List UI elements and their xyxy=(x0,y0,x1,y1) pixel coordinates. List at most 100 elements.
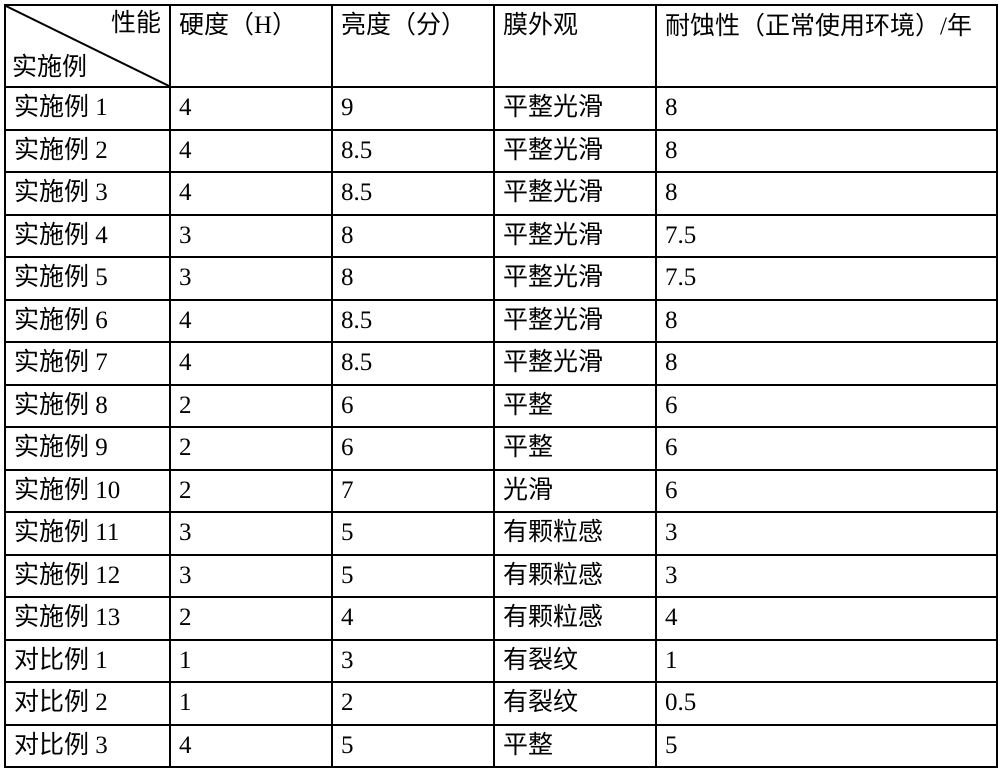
header-top-label: 性能 xyxy=(111,8,161,41)
table-row: 实施例 149平整光滑8 xyxy=(5,87,997,130)
row-label: 对比例 3 xyxy=(5,725,170,768)
row-label: 实施例 1 xyxy=(5,87,170,130)
row-label: 实施例 3 xyxy=(5,172,170,215)
table-row: 实施例 538平整光滑7.5 xyxy=(5,257,997,300)
table-row: 实施例 748.5平整光滑8 xyxy=(5,342,997,385)
column-header-hardness: 硬度（H） xyxy=(170,5,332,87)
cell-hardness: 4 xyxy=(170,172,332,215)
cell-hardness: 4 xyxy=(170,725,332,768)
performance-table: 性能 实施例 硬度（H） 亮度（分） 膜外观 耐蚀性（正常使用环境）/年 实施例… xyxy=(4,4,998,768)
cell-brightness: 5 xyxy=(332,555,494,598)
table-row: 实施例 248.5平整光滑8 xyxy=(5,130,997,173)
table-row: 实施例 926平整6 xyxy=(5,427,997,470)
cell-appearance: 有颗粒感 xyxy=(494,512,656,555)
table-row: 对比例 345平整5 xyxy=(5,725,997,768)
cell-brightness: 6 xyxy=(332,427,494,470)
cell-brightness: 8 xyxy=(332,215,494,258)
cell-corrosion: 8 xyxy=(656,342,997,385)
cell-hardness: 4 xyxy=(170,87,332,130)
table-row: 实施例 348.5平整光滑8 xyxy=(5,172,997,215)
cell-appearance: 光滑 xyxy=(494,470,656,513)
cell-brightness: 8.5 xyxy=(332,130,494,173)
header-bottom-label: 实施例 xyxy=(12,52,87,85)
cell-corrosion: 3 xyxy=(656,512,997,555)
row-label: 对比例 2 xyxy=(5,682,170,725)
table-row: 实施例 1324有颗粒感4 xyxy=(5,597,997,640)
table-row: 实施例 1027光滑6 xyxy=(5,470,997,513)
cell-hardness: 3 xyxy=(170,257,332,300)
row-label: 实施例 9 xyxy=(5,427,170,470)
cell-appearance: 平整光滑 xyxy=(494,130,656,173)
cell-appearance: 平整光滑 xyxy=(494,300,656,343)
cell-appearance: 平整 xyxy=(494,427,656,470)
cell-appearance: 有裂纹 xyxy=(494,640,656,683)
cell-corrosion: 6 xyxy=(656,427,997,470)
cell-appearance: 平整 xyxy=(494,385,656,428)
cell-appearance: 平整光滑 xyxy=(494,215,656,258)
table-row: 实施例 1135有颗粒感3 xyxy=(5,512,997,555)
cell-corrosion: 6 xyxy=(656,470,997,513)
row-label: 实施例 7 xyxy=(5,342,170,385)
cell-corrosion: 8 xyxy=(656,130,997,173)
cell-brightness: 2 xyxy=(332,682,494,725)
diagonal-header-cell: 性能 实施例 xyxy=(5,5,170,87)
column-header-appearance: 膜外观 xyxy=(494,5,656,87)
cell-corrosion: 1 xyxy=(656,640,997,683)
cell-corrosion: 4 xyxy=(656,597,997,640)
cell-corrosion: 7.5 xyxy=(656,215,997,258)
cell-hardness: 4 xyxy=(170,130,332,173)
cell-brightness: 4 xyxy=(332,597,494,640)
cell-corrosion: 8 xyxy=(656,172,997,215)
cell-brightness: 9 xyxy=(332,87,494,130)
cell-hardness: 2 xyxy=(170,427,332,470)
cell-appearance: 有颗粒感 xyxy=(494,597,656,640)
cell-brightness: 7 xyxy=(332,470,494,513)
row-label: 实施例 12 xyxy=(5,555,170,598)
column-header-brightness: 亮度（分） xyxy=(332,5,494,87)
cell-corrosion: 8 xyxy=(656,300,997,343)
table-row: 实施例 438平整光滑7.5 xyxy=(5,215,997,258)
cell-appearance: 平整光滑 xyxy=(494,172,656,215)
table-row: 实施例 826平整6 xyxy=(5,385,997,428)
cell-corrosion: 3 xyxy=(656,555,997,598)
table-body: 实施例 149平整光滑8实施例 248.5平整光滑8实施例 348.5平整光滑8… xyxy=(5,87,997,767)
row-label: 实施例 13 xyxy=(5,597,170,640)
table-row: 实施例 1235有颗粒感3 xyxy=(5,555,997,598)
row-label: 对比例 1 xyxy=(5,640,170,683)
cell-appearance: 平整光滑 xyxy=(494,257,656,300)
cell-corrosion: 5 xyxy=(656,725,997,768)
cell-brightness: 8.5 xyxy=(332,300,494,343)
row-label: 实施例 6 xyxy=(5,300,170,343)
cell-hardness: 3 xyxy=(170,555,332,598)
cell-hardness: 2 xyxy=(170,470,332,513)
cell-hardness: 1 xyxy=(170,682,332,725)
cell-appearance: 有裂纹 xyxy=(494,682,656,725)
cell-corrosion: 8 xyxy=(656,87,997,130)
row-label: 实施例 8 xyxy=(5,385,170,428)
cell-brightness: 8 xyxy=(332,257,494,300)
table-row: 对比例 113有裂纹1 xyxy=(5,640,997,683)
cell-corrosion: 0.5 xyxy=(656,682,997,725)
cell-corrosion: 6 xyxy=(656,385,997,428)
cell-hardness: 3 xyxy=(170,512,332,555)
cell-appearance: 有颗粒感 xyxy=(494,555,656,598)
cell-brightness: 3 xyxy=(332,640,494,683)
cell-hardness: 1 xyxy=(170,640,332,683)
cell-corrosion: 7.5 xyxy=(656,257,997,300)
cell-hardness: 2 xyxy=(170,385,332,428)
cell-appearance: 平整光滑 xyxy=(494,87,656,130)
table-header-row: 性能 实施例 硬度（H） 亮度（分） 膜外观 耐蚀性（正常使用环境）/年 xyxy=(5,5,997,87)
cell-brightness: 5 xyxy=(332,512,494,555)
row-label: 实施例 11 xyxy=(5,512,170,555)
row-label: 实施例 10 xyxy=(5,470,170,513)
column-header-corrosion: 耐蚀性（正常使用环境）/年 xyxy=(656,5,997,87)
cell-brightness: 8.5 xyxy=(332,172,494,215)
row-label: 实施例 4 xyxy=(5,215,170,258)
cell-hardness: 3 xyxy=(170,215,332,258)
row-label: 实施例 2 xyxy=(5,130,170,173)
cell-appearance: 平整 xyxy=(494,725,656,768)
table-row: 实施例 648.5平整光滑8 xyxy=(5,300,997,343)
table-row: 对比例 212有裂纹0.5 xyxy=(5,682,997,725)
cell-brightness: 6 xyxy=(332,385,494,428)
cell-hardness: 4 xyxy=(170,300,332,343)
